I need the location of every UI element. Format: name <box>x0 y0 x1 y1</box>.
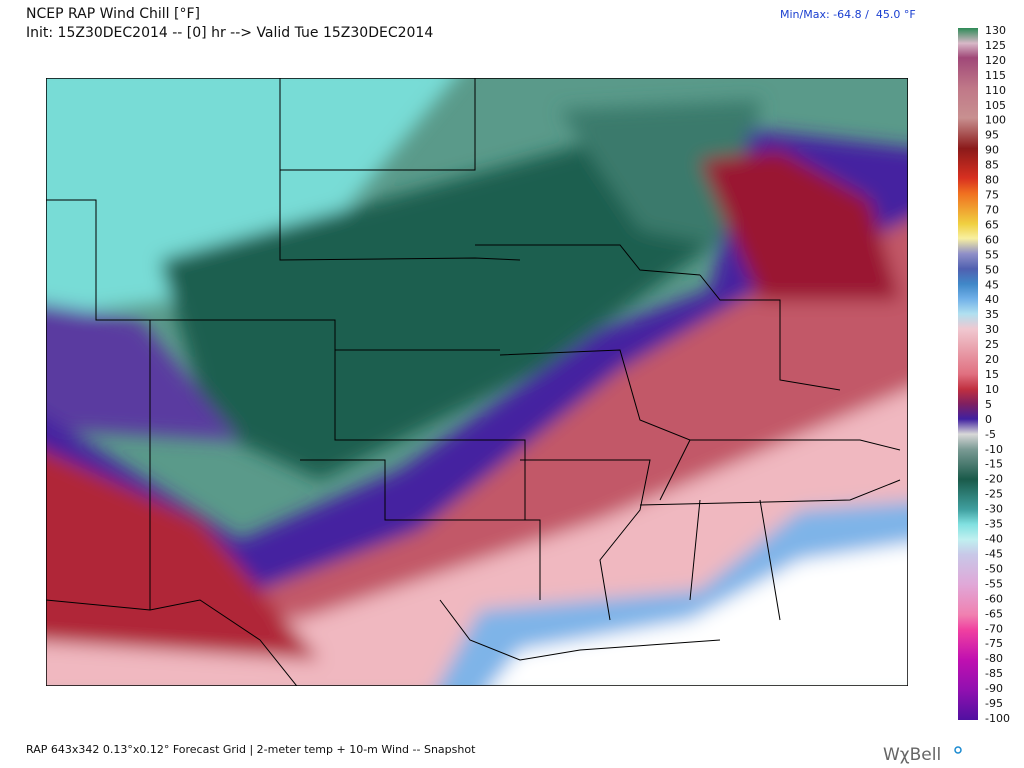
colorbar-label: -50 <box>985 562 1003 575</box>
map <box>46 78 908 686</box>
colorbar-label: -15 <box>985 458 1003 471</box>
colorbar-label: 75 <box>985 189 999 202</box>
colorbar-label: -100 <box>985 712 1010 725</box>
colorbar-label: 130 <box>985 24 1006 37</box>
colorbar-label: -20 <box>985 473 1003 486</box>
colorbar-label: 5 <box>985 398 992 411</box>
colorbar-label: 30 <box>985 323 999 336</box>
colorbar <box>958 28 978 720</box>
colorbar-label: 10 <box>985 383 999 396</box>
borders <box>46 78 901 686</box>
colorbar-label: 25 <box>985 338 999 351</box>
init-line: Init: 15Z30DEC2014 -- [0] hr --> Valid T… <box>26 25 433 41</box>
colorbar-label: 15 <box>985 368 999 381</box>
colorbar-label: -5 <box>985 428 996 441</box>
colorbar-label: 40 <box>985 293 999 306</box>
logo: WχBell <box>883 745 941 765</box>
colorbar-label: 120 <box>985 54 1006 67</box>
footer: RAP 643x342 0.13°x0.12° Forecast Grid | … <box>26 743 476 756</box>
colorbar-label: -10 <box>985 443 1003 456</box>
colorbar-label: -35 <box>985 518 1003 531</box>
min-max: Min/Max: -64.8 / 45.0 °F <box>780 8 916 21</box>
colorbar-label: 105 <box>985 99 1006 112</box>
colorbar-label: 65 <box>985 218 999 231</box>
colorbar-label: 125 <box>985 39 1006 52</box>
colorbar-label: 50 <box>985 263 999 276</box>
colorbar-label: -80 <box>985 652 1003 665</box>
colorbar-label: -65 <box>985 607 1003 620</box>
colorbar-labels: 1301251201151101051009590858075706560555… <box>985 24 1010 725</box>
colorbar-label: 95 <box>985 129 999 142</box>
colorbar-label: -70 <box>985 622 1003 635</box>
colorbar-label: 55 <box>985 248 999 261</box>
colorbar-label: -95 <box>985 697 1003 710</box>
colorbar-label: -40 <box>985 533 1003 546</box>
colorbar-label: -55 <box>985 577 1003 590</box>
colorbar-label: 115 <box>985 69 1006 82</box>
colorbar-label: 80 <box>985 174 999 187</box>
colorbar-label: -75 <box>985 637 1003 650</box>
colorbar-label: 100 <box>985 114 1006 127</box>
colorbar-label: -30 <box>985 503 1003 516</box>
colorbar-label: -90 <box>985 682 1003 695</box>
colorbar-label: -45 <box>985 547 1003 560</box>
colorbar-label: 0 <box>985 413 992 426</box>
colorbar-label: -85 <box>985 667 1003 680</box>
colorbar-label: -25 <box>985 488 1003 501</box>
colorbar-label: 90 <box>985 144 999 157</box>
colorbar-label: 60 <box>985 233 999 246</box>
logo-mark <box>954 746 962 754</box>
colorbar-label: 35 <box>985 308 999 321</box>
colorbar-label: -60 <box>985 592 1003 605</box>
colorbar-label: 20 <box>985 353 999 366</box>
colorbar-label: 45 <box>985 278 999 291</box>
colorbar-label: 85 <box>985 159 999 172</box>
colorbar-label: 110 <box>985 84 1006 97</box>
colorbar-label: 70 <box>985 203 999 216</box>
title: NCEP RAP Wind Chill [°F] <box>26 6 200 22</box>
